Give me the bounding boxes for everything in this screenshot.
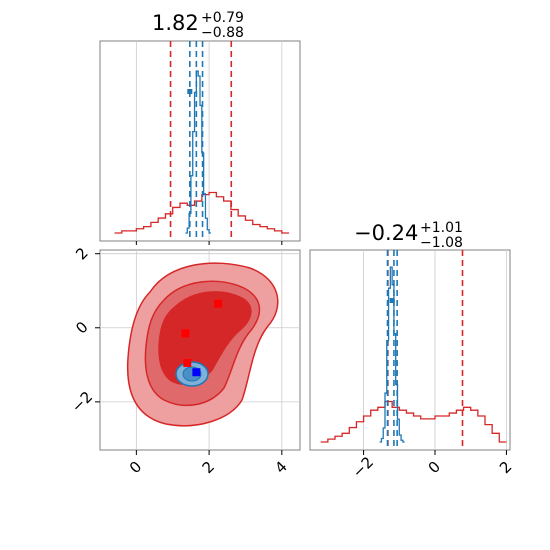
- x-tick-label: −2: [349, 453, 377, 481]
- param2-title-plus: +1.01: [420, 220, 463, 236]
- param1-title-minus: −0.88: [201, 25, 244, 41]
- param2-histograms: [320, 250, 507, 450]
- x-tick-label: 4: [271, 458, 290, 477]
- joint-x-ticks: 0 2 4: [126, 450, 291, 477]
- param1-title-plus: +0.79: [201, 10, 244, 26]
- truth-marker: [181, 329, 190, 338]
- y-tick-label: −2: [68, 388, 96, 416]
- panel-param2-marginal: −2 0 2 −0.24 +1.01 −1.08: [309, 220, 515, 481]
- y-tick-label: 0: [72, 318, 91, 337]
- truth-marker: [214, 299, 223, 308]
- panel-param1-marginal: 1.82 +0.79 −0.88: [99, 10, 301, 245]
- x-tick-label: 0: [425, 458, 444, 477]
- x-tick-label: 0: [126, 458, 145, 477]
- param1-grid: [135, 41, 283, 245]
- truth-marker: [192, 368, 201, 377]
- blue-histogram-series: [379, 266, 405, 443]
- param1-title-value: 1.82: [152, 11, 199, 35]
- contour-level-inner: [158, 291, 252, 385]
- truth-marker: [187, 89, 193, 94]
- joint-y-ticks: −2 0 2: [68, 244, 100, 416]
- joint-markers: [181, 299, 223, 377]
- param2-title-minus: −1.08: [420, 235, 463, 251]
- x-tick-label: 2: [496, 458, 515, 477]
- truth-marker: [389, 298, 395, 303]
- param2-x-ticks: −2 0 2: [349, 450, 515, 481]
- param1-histograms: [114, 41, 290, 241]
- x-tick-label: 2: [199, 458, 218, 477]
- red-histogram-series: [320, 400, 507, 443]
- joint-contours: [126, 262, 279, 427]
- y-tick-label: 2: [72, 244, 91, 263]
- truth-marker: [183, 358, 192, 367]
- panel-joint: 0 2 4 −2 0 2: [68, 244, 301, 477]
- param2-title-value: −0.24: [354, 221, 418, 245]
